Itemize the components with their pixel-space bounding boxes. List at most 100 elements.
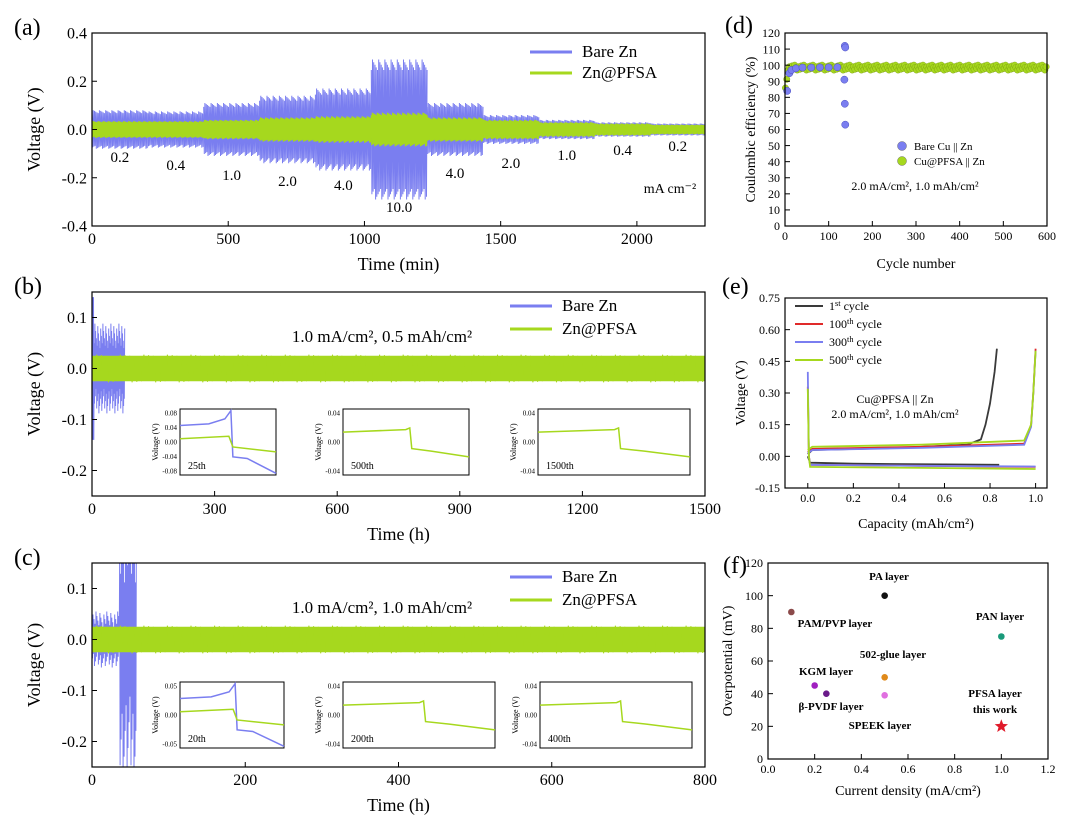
x-tick-label: 1500 xyxy=(689,501,721,518)
inset-y-tick-label: -0.04 xyxy=(520,468,535,476)
x-tick-label: 500 xyxy=(216,231,240,248)
x-tick-label: 200 xyxy=(863,229,881,243)
legend-label-base: 100 xyxy=(829,317,847,331)
y-tick-label: 40 xyxy=(751,687,763,701)
inset-frame xyxy=(179,681,285,749)
panel-d: 0 100 200 300 400 500 600010203040506070809010… xyxy=(725,13,1056,272)
legend-label: 300th cycle xyxy=(829,335,882,350)
condition-label: 1.0 mA/cm², 1.0 mAh/cm² xyxy=(292,598,472,617)
panel-label: (c) xyxy=(14,545,41,571)
y-axis-label: Voltage (V) xyxy=(24,352,45,436)
inset-y-axis-label: Voltage (V) xyxy=(151,423,160,461)
zn-pfsa-trace xyxy=(259,117,316,142)
y-tick-label: 10 xyxy=(768,203,780,217)
cycle-discharge-curve xyxy=(806,455,1000,466)
x-tick-label: 300 xyxy=(203,501,227,518)
point-label: 502-glue layer xyxy=(860,649,926,661)
y-tick-label: 110 xyxy=(762,42,780,56)
legend-label: Zn@PFSA xyxy=(562,319,638,338)
y-tick-label: 0.4 xyxy=(67,26,87,43)
inset-y-tick-label: 0.04 xyxy=(525,683,538,691)
panel-e: 0.0 0.2 0.4 0.6 0.8 1.0 -0.15 0.00 0.15 0.30 0.45 0… xyxy=(722,274,1048,532)
bare-zn-trace xyxy=(538,119,596,140)
y-tick-label: -0.1 xyxy=(62,683,87,700)
x-axis-label: Time (min) xyxy=(358,254,440,275)
data-point xyxy=(881,674,888,681)
inset-y-tick-label: -0.04 xyxy=(325,741,340,749)
x-tick-label: 1200 xyxy=(566,501,598,518)
y-axis-label: Overpotential (mV) xyxy=(721,605,736,716)
x-tick-label: 0.2 xyxy=(846,491,861,505)
inset-zn-pfsa-trace xyxy=(342,426,470,458)
rate-label: 10.0 xyxy=(386,200,412,216)
bare-cu-point xyxy=(807,63,816,72)
y-tick-label: -0.4 xyxy=(62,219,87,236)
zn-pfsa-trace xyxy=(370,112,428,147)
y-tick-label: 60 xyxy=(768,123,780,137)
x-tick-label: 0 xyxy=(782,229,788,243)
rate-label: 0.2 xyxy=(111,150,130,166)
panel-c: 0 200 400 600 800 -0.2 -0.1 0.0 0.1 Time (h) Volta… xyxy=(14,545,717,816)
data-point xyxy=(998,633,1005,640)
bare-zn-trace xyxy=(203,102,261,157)
y-axis-label: Coulombic efficiency (%) xyxy=(744,56,759,202)
y-axis-label: Voltage (V) xyxy=(24,623,45,707)
condition-label: 2.0 mA/cm², 1.0 mAh/cm² xyxy=(851,179,979,193)
x-tick-label: 800 xyxy=(693,772,717,789)
inset-y-axis-label: Voltage (V) xyxy=(509,423,518,461)
cycle-discharge-curve xyxy=(806,388,1036,470)
x-tick-label: 600 xyxy=(325,501,349,518)
cu-pfsa-point xyxy=(1042,63,1050,71)
inset-y-axis-label: Voltage (V) xyxy=(314,423,323,461)
y-tick-label: 40 xyxy=(768,155,780,169)
x-tick-label: 400 xyxy=(387,772,411,789)
y-tick-label: -0.1 xyxy=(62,412,87,429)
inset-y-tick-label: 0.00 xyxy=(523,439,536,447)
y-tick-label: 0 xyxy=(757,752,763,766)
inset-bare-zn-trace xyxy=(179,408,277,475)
plot-frame xyxy=(784,297,1048,489)
y-tick-label: 0.0 xyxy=(67,361,87,378)
x-tick-label: 1000 xyxy=(348,231,380,248)
legend-label: 100th cycle xyxy=(829,317,882,332)
x-tick-label: 0.4 xyxy=(891,491,906,505)
rate-label: 0.2 xyxy=(668,139,687,155)
bare-zn-trace xyxy=(370,59,428,200)
zn-pfsa-trace xyxy=(92,354,705,383)
point-label: PFSA layer xyxy=(968,688,1022,700)
legend-label-rest: cycle xyxy=(854,335,882,349)
bare-zn-trace xyxy=(650,123,705,136)
y-tick-label: 100 xyxy=(745,589,763,603)
unit-label: mA cm⁻² xyxy=(644,182,696,197)
rate-label: 1.0 xyxy=(557,148,576,164)
condition-label: 1.0 mA/cm², 0.5 mAh/cm² xyxy=(292,327,472,346)
inset-frame xyxy=(539,681,693,749)
inset-frame xyxy=(537,408,691,476)
inset-cycle-label: 20th xyxy=(188,734,206,745)
y-tick-label: 120 xyxy=(762,26,780,40)
bare-cu-point xyxy=(792,64,800,73)
inset-y-axis-label: Voltage (V) xyxy=(151,696,160,734)
plot-frame xyxy=(91,562,706,768)
zn-pfsa-trace xyxy=(482,119,540,140)
bare-cu-point xyxy=(840,99,849,108)
x-tick-label: 1.0 xyxy=(1028,491,1043,505)
y-axis-label: Voltage (V) xyxy=(24,87,45,171)
inset-y-axis-label: Voltage (V) xyxy=(314,696,323,734)
y-tick-label: -0.15 xyxy=(755,481,780,495)
legend-label: Cu@PFSA || Zn xyxy=(914,156,985,168)
x-axis-label: Cycle number xyxy=(877,257,956,272)
y-tick-label: 0.1 xyxy=(67,581,87,598)
y-tick-label: 50 xyxy=(768,139,780,153)
legend-label: Bare Zn xyxy=(582,42,638,61)
x-tick-label: 100 xyxy=(820,229,838,243)
legend-label-rest: cycle xyxy=(854,353,882,367)
legend-label-base: 500 xyxy=(829,353,847,367)
inset-cycle-label: 400th xyxy=(548,734,571,745)
legend-label-rest: cycle xyxy=(841,299,869,313)
point-label: PAM/PVP layer xyxy=(798,618,873,630)
y-tick-label: 0.1 xyxy=(67,310,87,327)
y-tick-label: 60 xyxy=(751,654,763,668)
